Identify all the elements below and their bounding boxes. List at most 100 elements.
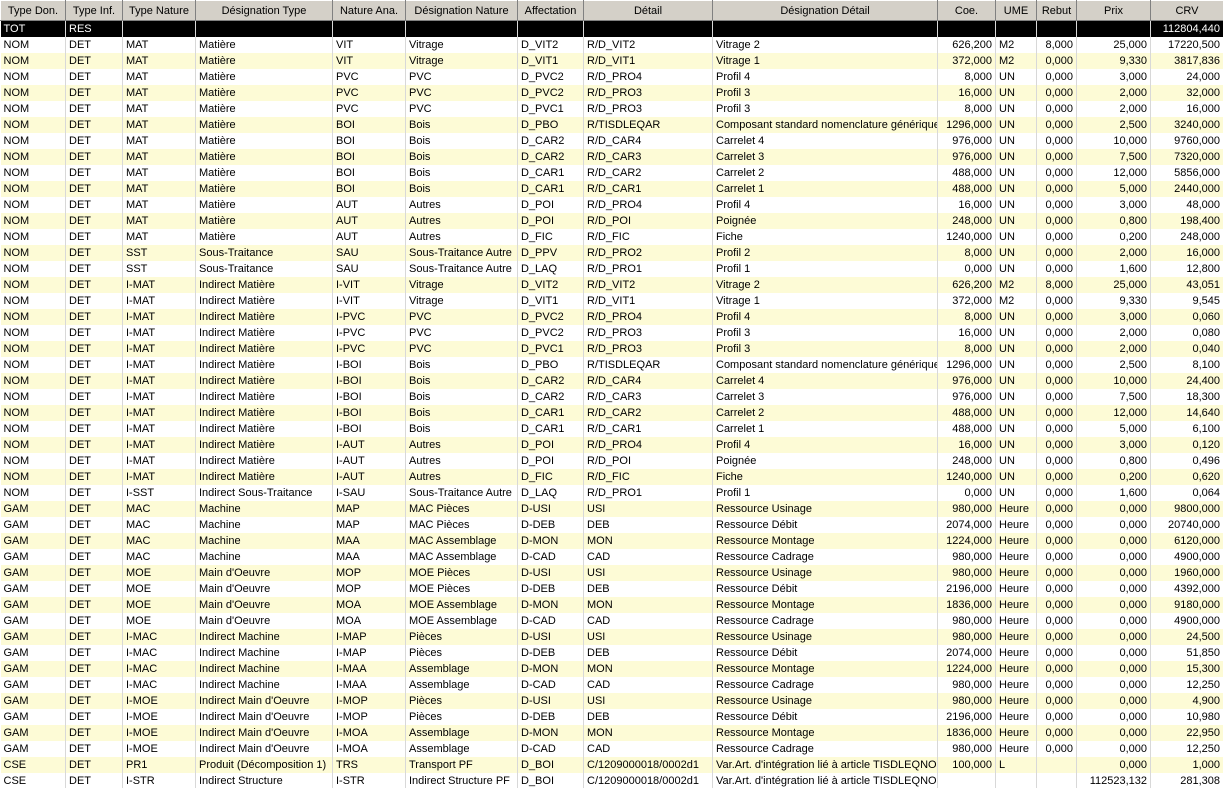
- grid-row[interactable]: TOT RES 112804,440: [0, 20, 1223, 37]
- grid-row[interactable]: CSE DET PR1 Produit (Décomposition 1) TRS Tra…: [0, 757, 1223, 773]
- grid-row[interactable]: NOM DET MAT Matière BOI Bois D_PBO R/TISDLEQAR C…: [0, 117, 1223, 133]
- cell: 0,000: [1036, 453, 1077, 469]
- grid-row[interactable]: NOM DET I-MAT Indirect Matière I-AUT Autres D_…: [0, 469, 1223, 485]
- cell: 488,000: [937, 421, 996, 437]
- grid-row[interactable]: NOM DET MAT Matière PVC PVC D_PVC1 R/D_PRO3 Prof…: [0, 101, 1223, 117]
- grid-row[interactable]: NOM DET MAT Matière AUT Autres D_POI R/D_POI Poi…: [0, 213, 1223, 229]
- cell: D_VIT2: [517, 277, 584, 293]
- grid-row[interactable]: NOM DET I-MAT Indirect Matière I-VIT Vitrage D…: [0, 293, 1223, 309]
- grid-row[interactable]: NOM DET MAT Matière PVC PVC D_PVC2 R/D_PRO3 Prof…: [0, 85, 1223, 101]
- grid-row[interactable]: GAM DET MAC Machine MAA MAC Assemblage D-MON MO…: [0, 533, 1223, 549]
- cell: I-MAT: [122, 469, 196, 485]
- grid-row[interactable]: NOM DET MAT Matière VIT Vitrage D_VIT2 R/D_VIT2…: [0, 37, 1223, 53]
- cell: 2440,000: [1150, 181, 1223, 197]
- column-header[interactable]: Détail: [583, 0, 713, 21]
- cell: 12,000: [1076, 405, 1151, 421]
- grid-row[interactable]: NOM DET SST Sous-Traitance SAU Sous-Traitance…: [0, 245, 1223, 261]
- cell: UN: [995, 341, 1037, 357]
- grid-row[interactable]: GAM DET I-MOE Indirect Main d'Oeuvre I-MOA As…: [0, 725, 1223, 741]
- grid-row[interactable]: NOM DET MAT Matière PVC PVC D_PVC2 R/D_PRO4 Prof…: [0, 69, 1223, 85]
- grid-row[interactable]: NOM DET SST Sous-Traitance SAU Sous-Traitance…: [0, 261, 1223, 277]
- cell: Matière: [195, 133, 333, 149]
- grid-row[interactable]: GAM DET I-MOE Indirect Main d'Oeuvre I-MOA As…: [0, 741, 1223, 757]
- grid-row[interactable]: NOM DET MAT Matière BOI Bois D_CAR1 R/D_CAR2 Car…: [0, 165, 1223, 181]
- cell: 0,000: [1036, 85, 1077, 101]
- grid-row[interactable]: NOM DET MAT Matière BOI Bois D_CAR2 R/D_CAR3 Car…: [0, 149, 1223, 165]
- column-header[interactable]: Prix: [1076, 0, 1151, 21]
- cell: MON: [583, 661, 713, 677]
- column-header[interactable]: Type Nature: [122, 0, 196, 21]
- cell: UN: [995, 469, 1037, 485]
- column-header[interactable]: Désignation Nature: [405, 0, 518, 21]
- cell: I-PVC: [332, 325, 406, 341]
- grid-row[interactable]: GAM DET MOE Main d'Oeuvre MOA MOE Assemblage D…: [0, 597, 1223, 613]
- cell: CAD: [583, 741, 713, 757]
- cell: 0,200: [1076, 469, 1151, 485]
- cell: MOE: [122, 565, 196, 581]
- grid-row[interactable]: GAM DET I-MAC Indirect Machine I-MAA Assembla…: [0, 661, 1223, 677]
- cell: Indirect Matière: [195, 341, 333, 357]
- cell: I-MOA: [332, 741, 406, 757]
- grid-row[interactable]: NOM DET I-MAT Indirect Matière I-PVC PVC D_PVC…: [0, 341, 1223, 357]
- column-header[interactable]: Désignation Détail: [712, 0, 938, 21]
- cell: R/D_CAR2: [583, 165, 713, 181]
- cell: 10,000: [1076, 133, 1151, 149]
- cell: MAC Assemblage: [405, 533, 518, 549]
- grid-row[interactable]: NOM DET I-MAT Indirect Matière I-PVC PVC D_PVC…: [0, 325, 1223, 341]
- cell: 3817,836: [1150, 53, 1223, 69]
- grid-row[interactable]: GAM DET I-MAC Indirect Machine I-MAP Pièces D-…: [0, 629, 1223, 645]
- grid-row[interactable]: NOM DET I-MAT Indirect Matière I-BOI Bois D_CA…: [0, 373, 1223, 389]
- cell: 112523,132: [1076, 773, 1151, 788]
- cell: I-VIT: [332, 293, 406, 309]
- grid-row[interactable]: NOM DET I-MAT Indirect Matière I-BOI Bois D_PB…: [0, 357, 1223, 373]
- cell: Ressource Cadrage: [712, 549, 938, 565]
- grid-row[interactable]: NOM DET I-MAT Indirect Matière I-PVC PVC D_PVC…: [0, 309, 1223, 325]
- column-header[interactable]: UME: [995, 0, 1037, 21]
- grid-row[interactable]: GAM DET MOE Main d'Oeuvre MOP MOE Pièces D-USI…: [0, 565, 1223, 581]
- grid-row[interactable]: GAM DET I-MOE Indirect Main d'Oeuvre I-MOP Pi…: [0, 709, 1223, 725]
- grid-row[interactable]: NOM DET I-MAT Indirect Matière I-BOI Bois D_CA…: [0, 421, 1223, 437]
- column-header[interactable]: Coe.: [937, 0, 996, 21]
- cell: D_CAR2: [517, 133, 584, 149]
- grid-row[interactable]: GAM DET I-MOE Indirect Main d'Oeuvre I-MOP Pi…: [0, 693, 1223, 709]
- grid-row[interactable]: NOM DET I-MAT Indirect Matière I-VIT Vitrage D…: [0, 277, 1223, 293]
- grid-row[interactable]: NOM DET I-MAT Indirect Matière I-AUT Autres D_…: [0, 453, 1223, 469]
- cell: NOM: [0, 261, 66, 277]
- cell: D_FIC: [517, 229, 584, 245]
- grid-row[interactable]: NOM DET I-MAT Indirect Matière I-BOI Bois D_CA…: [0, 405, 1223, 421]
- column-header[interactable]: CRV: [1150, 0, 1223, 21]
- grid-row[interactable]: CSE DET I-STR Indirect Structure I-STR Indire…: [0, 773, 1223, 788]
- cell: BOI: [332, 133, 406, 149]
- cell: SST: [122, 245, 196, 261]
- grid-row[interactable]: NOM DET MAT Matière BOI Bois D_CAR1 R/D_CAR1 Car…: [0, 181, 1223, 197]
- grid-row[interactable]: GAM DET I-MAC Indirect Machine I-MAP Pièces D-…: [0, 645, 1223, 661]
- grid-row[interactable]: GAM DET MAC Machine MAP MAC Pièces D-DEB DEB Res…: [0, 517, 1223, 533]
- cell: 0,000: [1036, 741, 1077, 757]
- column-header[interactable]: Type Don.: [0, 0, 66, 21]
- column-header[interactable]: Affectation: [517, 0, 584, 21]
- cell: 0,000: [1076, 629, 1151, 645]
- cell: MAT: [122, 133, 196, 149]
- cell: DET: [65, 389, 123, 405]
- cell: 2,000: [1076, 85, 1151, 101]
- column-header[interactable]: Type Inf.: [65, 0, 123, 21]
- cell: 2,000: [1076, 101, 1151, 117]
- cell: 9180,000: [1150, 597, 1223, 613]
- grid-row[interactable]: NOM DET MAT Matière AUT Autres D_FIC R/D_FIC Fic…: [0, 229, 1223, 245]
- grid-row[interactable]: GAM DET MOE Main d'Oeuvre MOA MOE Assemblage D…: [0, 613, 1223, 629]
- grid-row[interactable]: NOM DET I-MAT Indirect Matière I-BOI Bois D_CA…: [0, 389, 1223, 405]
- grid-row[interactable]: NOM DET I-SST Indirect Sous-Traitance I-SAU S…: [0, 485, 1223, 501]
- grid-row[interactable]: GAM DET MAC Machine MAA MAC Assemblage D-CAD CA…: [0, 549, 1223, 565]
- grid-row[interactable]: NOM DET I-MAT Indirect Matière I-AUT Autres D_…: [0, 437, 1223, 453]
- cell: Matière: [195, 37, 333, 53]
- column-header[interactable]: Désignation Type: [195, 0, 333, 21]
- grid-row[interactable]: NOM DET MAT Matière VIT Vitrage D_VIT1 R/D_VIT1…: [0, 53, 1223, 69]
- grid-row[interactable]: NOM DET MAT Matière BOI Bois D_CAR2 R/D_CAR4 Car…: [0, 133, 1223, 149]
- column-header[interactable]: Nature Ana.: [332, 0, 406, 21]
- grid-row[interactable]: GAM DET MOE Main d'Oeuvre MOP MOE Pièces D-DEB…: [0, 581, 1223, 597]
- grid-row[interactable]: NOM DET MAT Matière AUT Autres D_POI R/D_PRO4 Pr…: [0, 197, 1223, 213]
- grid-row[interactable]: GAM DET I-MAC Indirect Machine I-MAA Assembla…: [0, 677, 1223, 693]
- grid-row[interactable]: GAM DET MAC Machine MAP MAC Pièces D-USI USI Res…: [0, 501, 1223, 517]
- cell: DET: [65, 629, 123, 645]
- column-header[interactable]: Rebut: [1036, 0, 1077, 21]
